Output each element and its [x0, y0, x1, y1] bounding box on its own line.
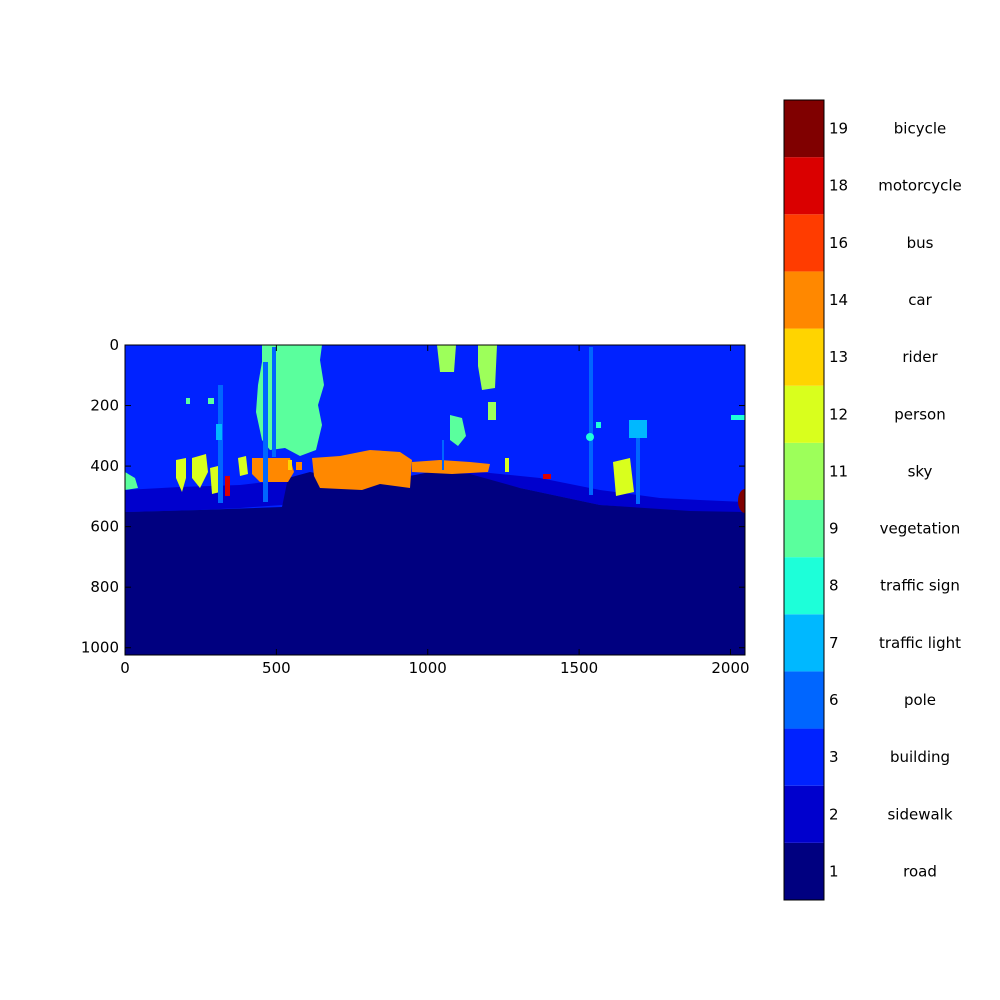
y-tick-label: 1000	[81, 639, 119, 657]
y-tick-label: 200	[90, 397, 119, 415]
colorbar-class-id: 3	[829, 748, 839, 766]
colorbar-segment	[784, 557, 824, 615]
region-traffic-sign	[586, 433, 594, 441]
colorbar-class-label: person	[894, 405, 945, 423]
region-vegetation	[208, 398, 214, 404]
colorbar-class-label: road	[903, 862, 937, 880]
colorbar-segment	[784, 271, 824, 329]
colorbar-segment	[784, 100, 824, 158]
y-tick-label: 400	[90, 457, 119, 475]
region-traffic-light	[216, 424, 222, 440]
colorbar-segment	[784, 214, 824, 272]
region-pole	[589, 347, 593, 495]
colorbar-class-label: building	[890, 748, 950, 766]
colorbar-segment	[784, 385, 824, 443]
y-axis: 0 200 400 600 800 1000	[81, 336, 745, 657]
colorbar-class-label: motorcycle	[878, 177, 961, 195]
region-person	[505, 458, 509, 472]
colorbar-class-label: sky	[908, 462, 933, 480]
x-tick-label: 1000	[409, 659, 447, 677]
colorbar-class-label: sidewalk	[887, 805, 952, 823]
region-car	[252, 458, 294, 482]
region-road	[125, 472, 745, 655]
region-sky	[488, 402, 496, 420]
region-bicycle	[738, 489, 745, 513]
colorbar-class-id: 19	[829, 120, 848, 138]
plot-frame	[124, 344, 746, 656]
colorbar-segment	[784, 328, 824, 386]
colorbar-class-label: bus	[907, 234, 934, 252]
region-person	[613, 458, 634, 496]
colorbar-class-id: 2	[829, 805, 839, 823]
x-tick-label: 1500	[560, 659, 598, 677]
colorbar-class-id: 16	[829, 234, 848, 252]
colorbar-class-id: 1	[829, 862, 839, 880]
colorbar-segment	[784, 500, 824, 558]
colorbar-segment	[784, 842, 824, 900]
x-axis: 0 500 1000 1500 2000	[120, 345, 750, 677]
region-motorcycle	[543, 474, 551, 479]
region-rider	[288, 460, 292, 470]
colorbar: 1 road 2 sidewalk 3 building 6 pole 7 traffic lig…	[784, 100, 962, 900]
y-tick-label: 0	[109, 336, 119, 354]
colorbar-class-label: vegetation	[880, 520, 961, 538]
colorbar-frame	[783, 99, 825, 901]
region-pole	[263, 362, 268, 502]
region-pole	[272, 347, 276, 457]
colorbar-class-id: 14	[829, 291, 848, 309]
region-traffic-sign	[596, 422, 601, 428]
colorbar-segment	[784, 157, 824, 215]
colorbar-segment	[784, 728, 824, 786]
region-person	[210, 466, 220, 494]
region-traffic-sign	[731, 415, 745, 420]
colorbar-class-id: 7	[829, 634, 839, 652]
colorbar-segment	[784, 614, 824, 672]
colorbar-segment	[784, 671, 824, 729]
y-tick-label: 800	[90, 578, 119, 596]
region-motorcycle	[225, 476, 230, 496]
colorbar-segment	[784, 442, 824, 500]
colorbar-class-label: rider	[902, 348, 938, 366]
colorbar-class-label: traffic sign	[880, 577, 960, 595]
colorbar-class-id: 13	[829, 348, 848, 366]
region-person	[238, 456, 248, 476]
region-traffic-light	[629, 420, 647, 438]
region-pole	[636, 420, 640, 504]
colorbar-segment	[784, 785, 824, 843]
colorbar-class-id: 11	[829, 462, 848, 480]
colorbar-class-id: 18	[829, 177, 848, 195]
region-person	[192, 454, 208, 488]
region-vegetation	[450, 415, 466, 446]
region-vegetation	[125, 472, 138, 490]
colorbar-class-label: pole	[904, 691, 936, 709]
colorbar-class-label: traffic light	[879, 634, 961, 652]
colorbar-class-id: 6	[829, 691, 839, 709]
x-tick-label: 0	[120, 659, 130, 677]
colorbar-class-id: 9	[829, 520, 839, 538]
region-person	[176, 458, 186, 492]
region-pole	[442, 440, 444, 470]
colorbar-class-id: 12	[829, 405, 848, 423]
region-pole	[218, 385, 223, 503]
region-car	[412, 460, 490, 474]
colorbar-class-id: 8	[829, 577, 839, 595]
colorbar-class-label: car	[908, 291, 932, 309]
region-sky	[478, 345, 497, 390]
colorbar-class-label: bicycle	[894, 120, 946, 138]
region-vegetation	[186, 398, 190, 404]
y-tick-label: 600	[90, 518, 119, 536]
region-sky	[437, 345, 456, 372]
region-car	[312, 450, 412, 490]
region-car	[296, 462, 302, 470]
x-tick-label: 500	[262, 659, 291, 677]
x-tick-label: 2000	[711, 659, 749, 677]
segmentation-map	[125, 345, 745, 655]
